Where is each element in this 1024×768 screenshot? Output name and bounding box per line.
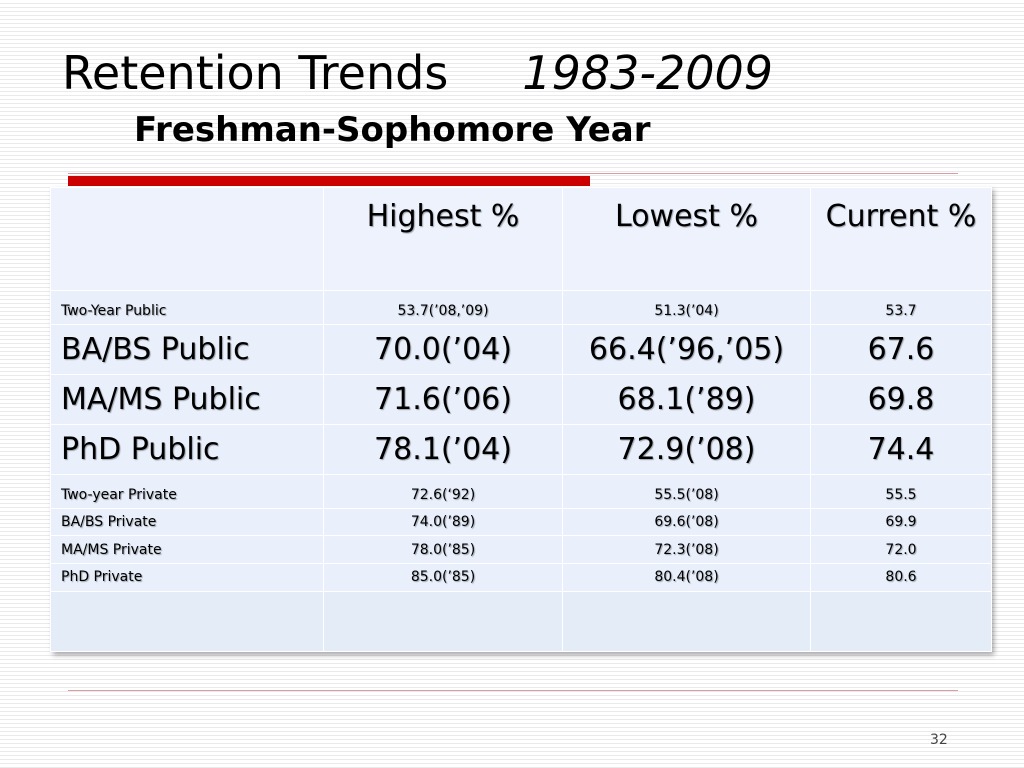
table-row: Two-Year Public 53.7(’08,’09) 51.3(’04) … — [50, 290, 992, 325]
page-number: 32 — [930, 732, 948, 748]
table-row: BA/BS Public 70.0(’04) 66.4(’96,’05) 67.… — [50, 323, 992, 376]
cell-lowest: 66.4(’96,’05) — [562, 323, 811, 376]
table-row: PhD Private 85.0(’85) 80.4(’08) 80.6 — [50, 563, 992, 592]
cell-lowest: 51.3(’04) — [562, 290, 811, 325]
cell-lowest: 69.6(’08) — [562, 507, 811, 537]
retention-table: Highest % Lowest % Current % Two-Year Pu… — [50, 186, 992, 653]
cell-current: 72.0 — [810, 535, 992, 565]
table-row: BA/BS Private 74.0(’89) 69.6(’08) 69.9 — [50, 507, 992, 537]
cell-current: 67.6 — [810, 323, 992, 376]
empty-cell — [323, 590, 563, 653]
row-label: Two-Year Public — [50, 290, 324, 325]
row-label: Two-year Private — [50, 474, 324, 509]
empty-cell — [50, 590, 324, 653]
cell-highest: 78.0(’85) — [323, 535, 563, 565]
cell-lowest: 80.4(’08) — [562, 563, 811, 592]
slide-title: Retention Trends 1983-2009 — [62, 46, 773, 100]
divider-top — [68, 173, 958, 174]
row-label: BA/BS Public — [50, 323, 324, 376]
cell-current: 74.4 — [810, 424, 992, 476]
row-label: PhD Private — [50, 563, 324, 592]
table-row-empty — [50, 590, 992, 653]
title-years: 1983-2009 — [522, 46, 774, 100]
table-row: MA/MS Private 78.0(’85) 72.3(’08) 72.0 — [50, 535, 992, 565]
cell-current: 80.6 — [810, 563, 992, 592]
table-row: PhD Public 78.1(’04) 72.9(’08) 74.4 — [50, 424, 992, 476]
cell-current: 55.5 — [810, 474, 992, 509]
divider-bottom — [68, 690, 958, 691]
cell-lowest: 72.3(’08) — [562, 535, 811, 565]
slide-subtitle: Freshman-Sophomore Year — [134, 110, 651, 150]
table-header-row: Highest % Lowest % Current % — [50, 186, 992, 292]
cell-highest: 71.6(’06) — [323, 374, 563, 426]
cell-highest: 85.0(’85) — [323, 563, 563, 592]
cell-lowest: 68.1(’89) — [562, 374, 811, 426]
row-label: PhD Public — [50, 424, 324, 476]
cell-current: 69.8 — [810, 374, 992, 426]
cell-lowest: 55.5(’08) — [562, 474, 811, 509]
row-label: MA/MS Private — [50, 535, 324, 565]
accent-bar — [68, 176, 590, 186]
header-lowest: Lowest % — [562, 186, 811, 292]
empty-cell — [810, 590, 992, 653]
retention-table-container: Highest % Lowest % Current % Two-Year Pu… — [50, 186, 992, 653]
cell-highest: 78.1(’04) — [323, 424, 563, 476]
title-text: Retention Trends — [62, 46, 449, 100]
cell-highest: 72.6(‘92) — [323, 474, 563, 509]
table-row: Two-year Private 72.6(‘92) 55.5(’08) 55.… — [50, 474, 992, 509]
header-cell-empty — [50, 186, 324, 292]
header-current: Current % — [810, 186, 992, 292]
empty-cell — [562, 590, 811, 653]
cell-highest: 74.0(’89) — [323, 507, 563, 537]
cell-current: 69.9 — [810, 507, 992, 537]
cell-lowest: 72.9(’08) — [562, 424, 811, 476]
table-row: MA/MS Public 71.6(’06) 68.1(’89) 69.8 — [50, 374, 992, 426]
cell-highest: 53.7(’08,’09) — [323, 290, 563, 325]
row-label: MA/MS Public — [50, 374, 324, 426]
header-highest: Highest % — [323, 186, 563, 292]
cell-highest: 70.0(’04) — [323, 323, 563, 376]
row-label: BA/BS Private — [50, 507, 324, 537]
cell-current: 53.7 — [810, 290, 992, 325]
